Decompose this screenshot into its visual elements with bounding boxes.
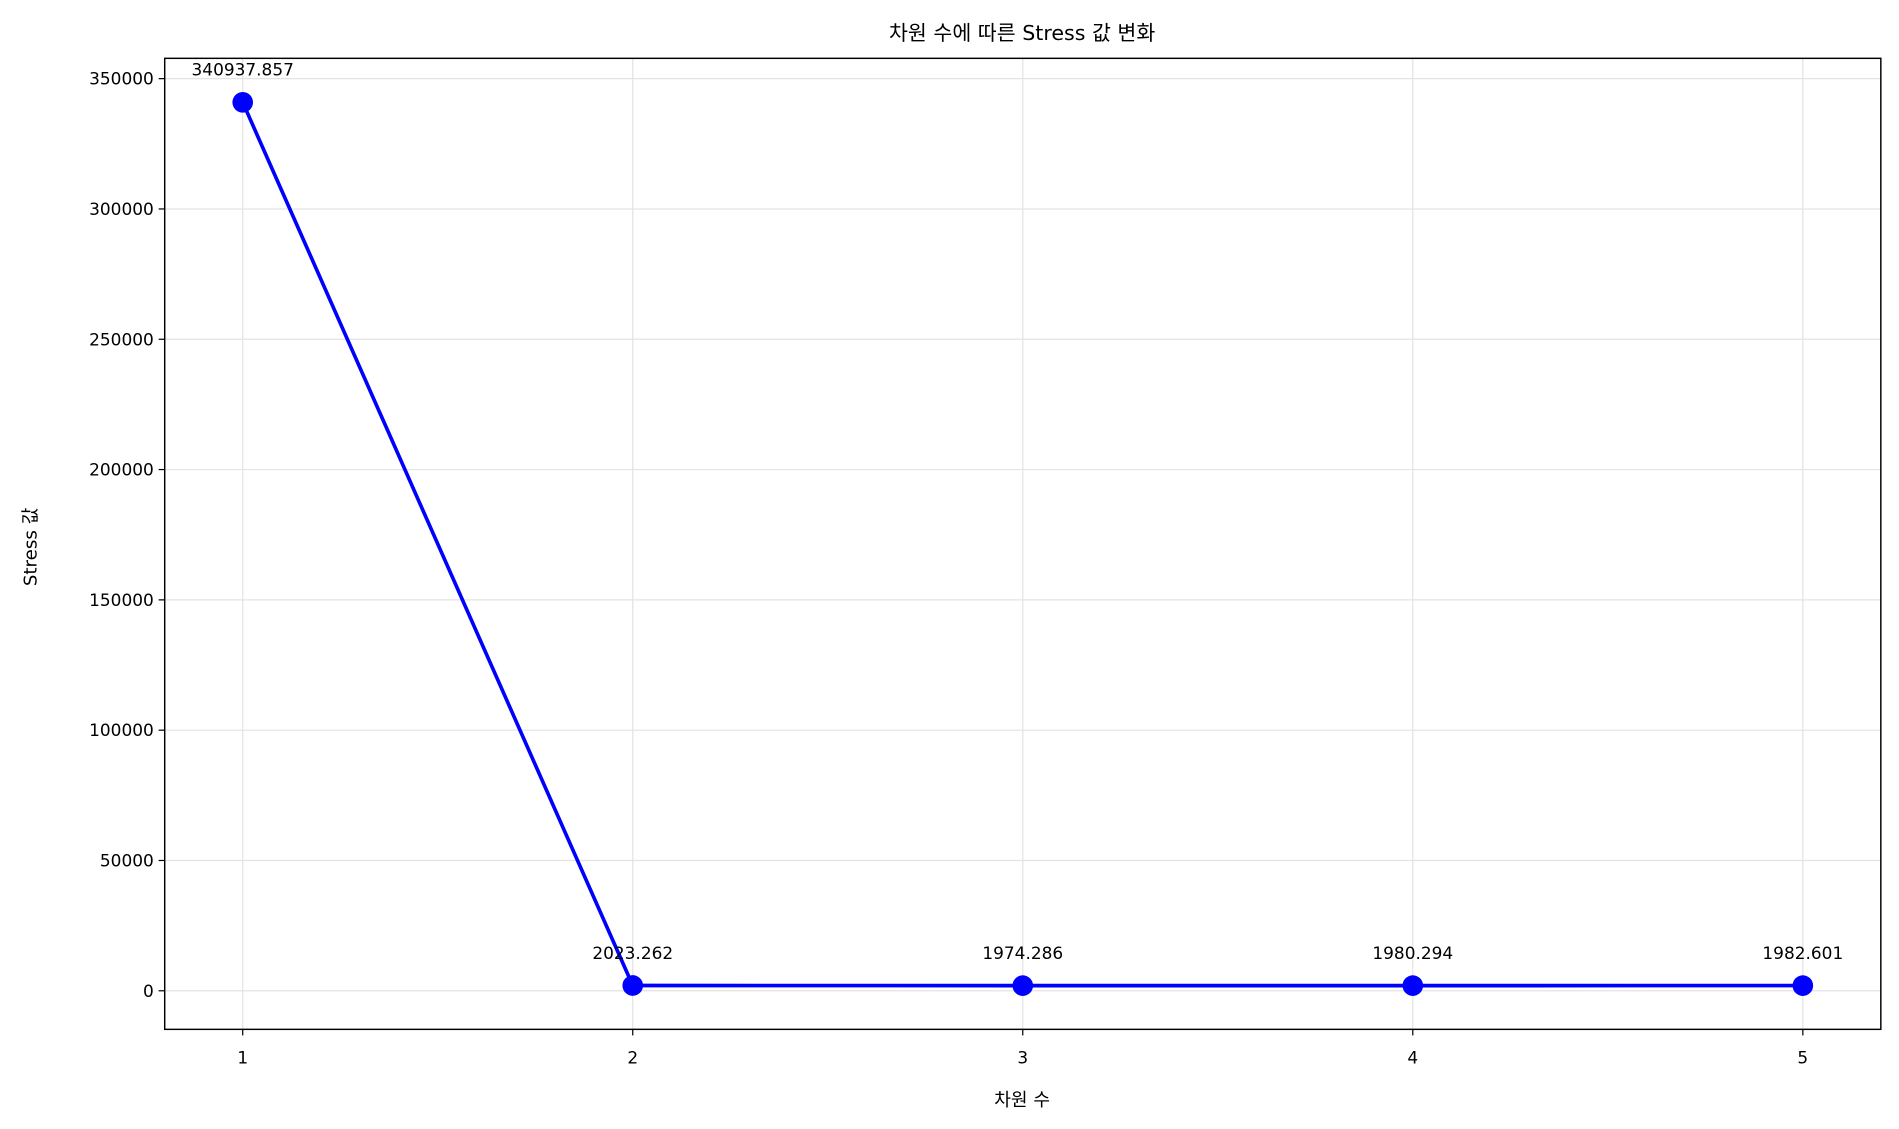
x-tick-label: 4 [1407, 1048, 1418, 1068]
x-tick-label: 1 [237, 1048, 248, 1068]
plot-frame [163, 57, 1882, 1031]
data-point [1402, 975, 1424, 996]
data-label: 1980.294 [1372, 944, 1453, 964]
y-tick-label: 250000 [89, 330, 154, 350]
y-axis-label: Stress 값 [20, 507, 41, 586]
y-tick-label: 350000 [89, 70, 154, 90]
y-tick-label: 200000 [89, 461, 154, 481]
data-label: 1974.286 [982, 944, 1063, 964]
ticks: 1 2 3 4 5 0 50000 100000 150000 200000 250000 30000… [89, 70, 1808, 1069]
y-tick-label: 50000 [100, 852, 154, 872]
y-tick-label: 0 [143, 982, 154, 1002]
grid [164, 58, 1881, 1030]
data-point [232, 91, 254, 113]
data-label: 1982.601 [1762, 944, 1843, 964]
y-tick-label: 150000 [89, 591, 154, 611]
data-point [1792, 975, 1814, 996]
x-axis-label: 차원 수 [994, 1090, 1050, 1111]
x-tick-label: 5 [1797, 1048, 1808, 1068]
series: 340937.857 2023.262 1974.286 1980.294 1982.6… [192, 61, 1843, 996]
chart-title: 차원 수에 따른 Stress 값 변화 [889, 21, 1155, 45]
x-tick-label: 3 [1017, 1048, 1028, 1068]
x-tick-label: 2 [627, 1048, 638, 1068]
y-tick-label: 100000 [89, 721, 154, 741]
data-label: 340937.857 [192, 61, 294, 81]
y-tick-label: 300000 [89, 200, 154, 220]
data-point [622, 975, 644, 996]
data-point [1012, 975, 1034, 996]
data-label: 2023.262 [592, 944, 673, 964]
